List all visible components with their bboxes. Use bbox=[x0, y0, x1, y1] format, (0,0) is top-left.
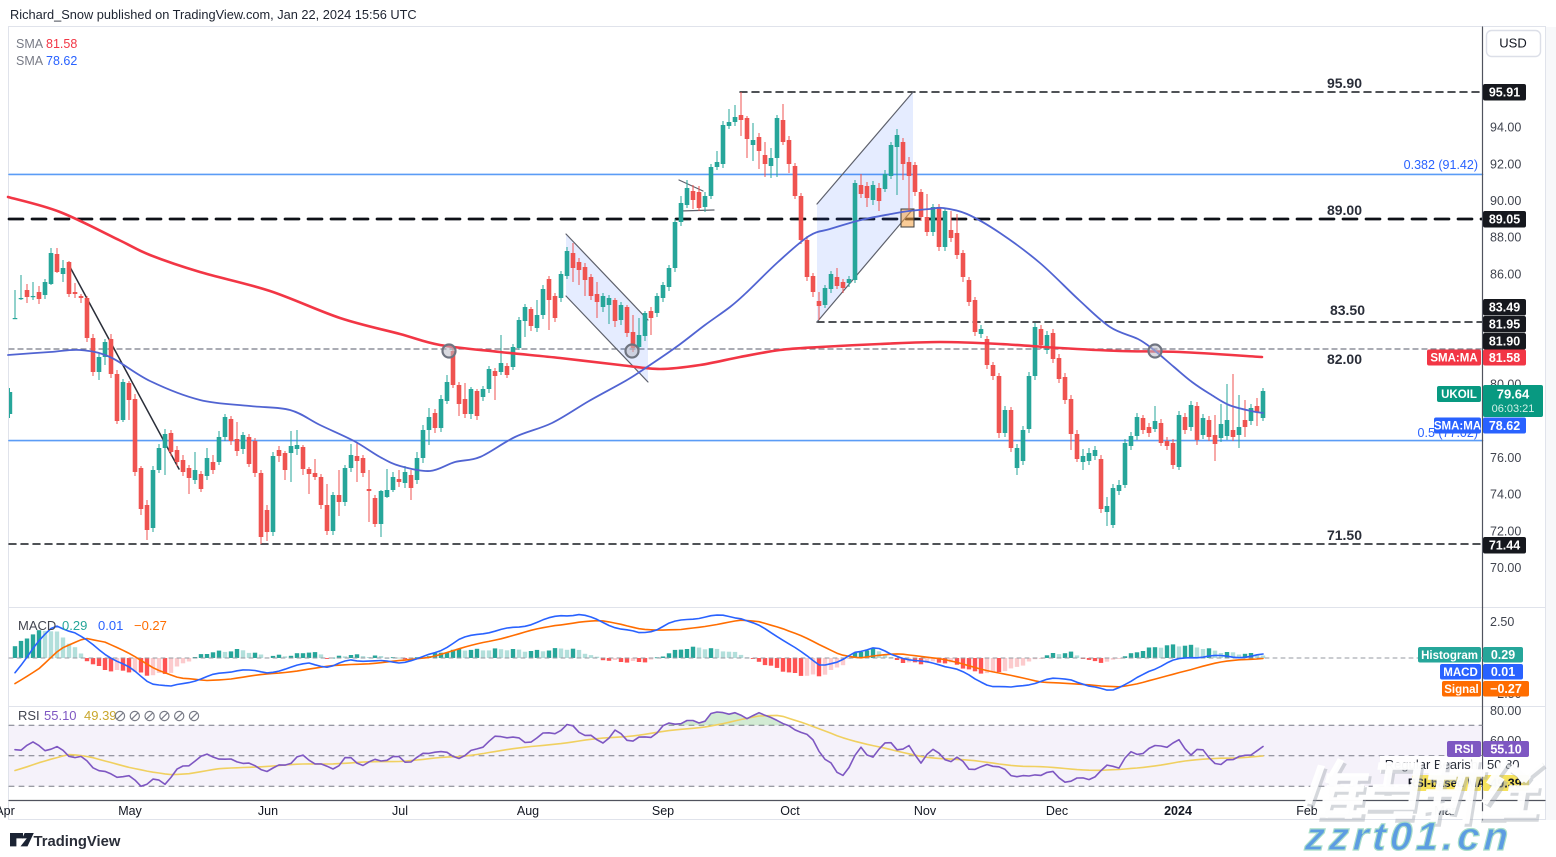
svg-text:SMA:MA: SMA:MA bbox=[1430, 353, 1477, 365]
svg-text:2024: 2024 bbox=[1164, 804, 1192, 818]
svg-text:zzrt01.cn: zzrt01.cn bbox=[1303, 815, 1513, 857]
svg-text:SMA: SMA bbox=[16, 54, 44, 68]
svg-text:95.91: 95.91 bbox=[1489, 86, 1520, 100]
svg-text:TradingView: TradingView bbox=[34, 834, 121, 850]
svg-text:Nov: Nov bbox=[914, 804, 937, 818]
svg-text:71.44: 71.44 bbox=[1489, 539, 1520, 553]
svg-text:89.00: 89.00 bbox=[1327, 202, 1362, 218]
svg-text:Jul: Jul bbox=[392, 804, 408, 818]
svg-text:Apr: Apr bbox=[0, 804, 15, 818]
svg-text:71.50: 71.50 bbox=[1327, 527, 1362, 543]
svg-text:May: May bbox=[118, 804, 142, 818]
svg-text:0.29: 0.29 bbox=[62, 618, 87, 633]
svg-text:80.00: 80.00 bbox=[1490, 704, 1521, 718]
svg-text:81.90: 81.90 bbox=[1489, 335, 1520, 349]
svg-text:0.382 (91.42): 0.382 (91.42) bbox=[1404, 158, 1478, 172]
svg-text:70.00: 70.00 bbox=[1490, 561, 1521, 575]
svg-text:UKOIL: UKOIL bbox=[1441, 389, 1477, 401]
svg-text:82.00: 82.00 bbox=[1327, 351, 1362, 367]
svg-text:49.39: 49.39 bbox=[84, 708, 117, 723]
svg-text:Jun: Jun bbox=[258, 804, 278, 818]
svg-text:Richard_Snow published on Trad: Richard_Snow published on TradingView.co… bbox=[10, 7, 417, 22]
svg-text:06:03:21: 06:03:21 bbox=[1492, 403, 1535, 415]
svg-text:SMA: SMA bbox=[16, 37, 44, 51]
svg-text:RSI: RSI bbox=[18, 708, 40, 723]
svg-text:Dec: Dec bbox=[1046, 804, 1068, 818]
svg-text:94.00: 94.00 bbox=[1490, 121, 1521, 135]
svg-text:RSI: RSI bbox=[1454, 744, 1473, 756]
svg-text:Sep: Sep bbox=[652, 804, 674, 818]
svg-text:76.00: 76.00 bbox=[1490, 451, 1521, 465]
svg-text:Oct: Oct bbox=[780, 804, 800, 818]
svg-text:USD: USD bbox=[1499, 36, 1526, 51]
svg-text:RSI-based MA: RSI-based MA bbox=[1408, 778, 1485, 790]
svg-text:55.10: 55.10 bbox=[44, 708, 77, 723]
svg-text:74.00: 74.00 bbox=[1490, 488, 1521, 502]
svg-text:0.01: 0.01 bbox=[98, 618, 123, 633]
svg-text:81.95: 81.95 bbox=[1489, 318, 1520, 332]
svg-text:Feb: Feb bbox=[1296, 804, 1318, 818]
svg-text:Aug: Aug bbox=[517, 804, 539, 818]
svg-text:92.00: 92.00 bbox=[1490, 157, 1521, 171]
svg-text:90.00: 90.00 bbox=[1490, 194, 1521, 208]
svg-text:0.29: 0.29 bbox=[1491, 648, 1515, 662]
svg-text:79.64: 79.64 bbox=[1497, 387, 1530, 402]
svg-text:81.58: 81.58 bbox=[46, 37, 77, 51]
svg-text:89.05: 89.05 bbox=[1489, 213, 1520, 227]
svg-text:MACD: MACD bbox=[1443, 667, 1478, 679]
svg-text:55.10: 55.10 bbox=[1490, 742, 1521, 756]
svg-text:83.50: 83.50 bbox=[1330, 302, 1365, 318]
svg-text:MACD: MACD bbox=[18, 618, 56, 633]
svg-text:72.00: 72.00 bbox=[1490, 524, 1521, 538]
svg-text:Histogram: Histogram bbox=[1421, 650, 1478, 662]
svg-text:78.62: 78.62 bbox=[1489, 419, 1520, 433]
svg-text:86.00: 86.00 bbox=[1490, 267, 1521, 281]
svg-text:88.00: 88.00 bbox=[1490, 231, 1521, 245]
svg-text:−0.27: −0.27 bbox=[134, 618, 167, 633]
svg-text:2.50: 2.50 bbox=[1490, 615, 1514, 629]
svg-text:0.01: 0.01 bbox=[1491, 665, 1515, 679]
svg-text:−0.27: −0.27 bbox=[1490, 682, 1522, 696]
svg-text:Signal: Signal bbox=[1444, 684, 1479, 696]
svg-text:81.58: 81.58 bbox=[1489, 351, 1520, 365]
svg-text:SMA:MA: SMA:MA bbox=[1434, 421, 1481, 433]
svg-text:83.49: 83.49 bbox=[1489, 301, 1520, 315]
svg-text:95.90: 95.90 bbox=[1327, 75, 1362, 91]
svg-text:78.62: 78.62 bbox=[46, 54, 77, 68]
